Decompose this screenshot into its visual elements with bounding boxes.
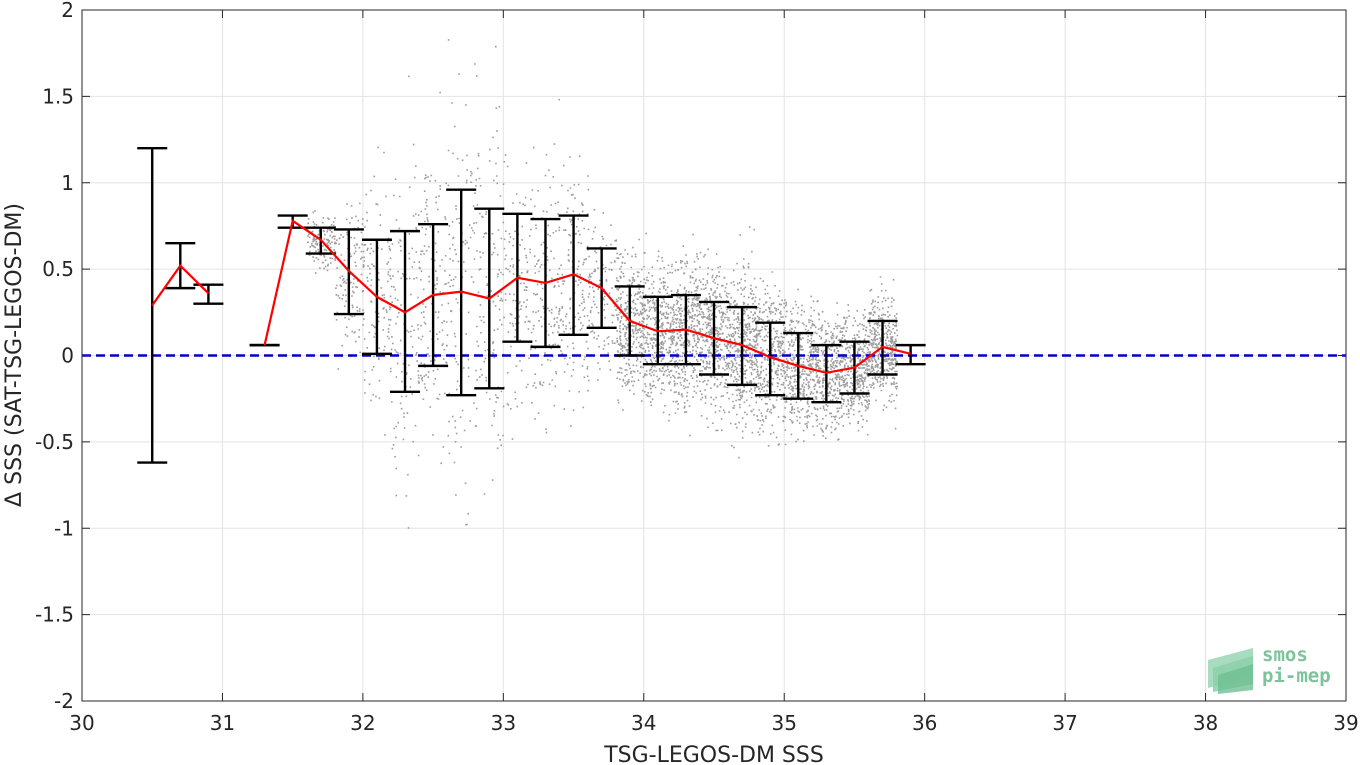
x-tick-label: 32 xyxy=(350,711,375,735)
logo-text-smos: smos xyxy=(1262,644,1308,666)
y-axis-title: Δ SSS (SAT-TSG-LEGOS-DM) xyxy=(2,203,27,507)
x-axis-title: TSG-LEGOS-DM SSS xyxy=(603,743,824,765)
x-tick-label: 38 xyxy=(1193,711,1218,735)
x-tick-label: 31 xyxy=(210,711,235,735)
y-tick-labels: -2 -1.5 -1 -0.5 0 0.5 1 1.5 2 xyxy=(35,0,74,713)
x-tick-label: 34 xyxy=(631,711,656,735)
y-tick-label: -1.5 xyxy=(35,603,74,627)
y-tick-label: -0.5 xyxy=(35,430,74,454)
y-tick-label: 2 xyxy=(61,0,74,22)
y-tick-label: 1 xyxy=(61,171,74,195)
x-tick-label: 30 xyxy=(69,711,94,735)
logo-waves-icon xyxy=(1208,648,1253,694)
y-tick-label: 1.5 xyxy=(42,84,74,108)
y-tick-label: 0.5 xyxy=(42,257,74,281)
y-tick-label: 0 xyxy=(61,344,74,368)
x-tick-label: 39 xyxy=(1333,711,1358,735)
mean-line xyxy=(151,264,210,307)
errorbars xyxy=(137,146,926,464)
x-tick-label: 36 xyxy=(912,711,937,735)
smos-pimep-logo: smos pi-mep xyxy=(1208,644,1331,694)
errorbar xyxy=(755,321,786,397)
mean-line-segment xyxy=(263,218,911,374)
ticks xyxy=(81,9,1347,702)
y-tick-label: -1 xyxy=(54,516,74,540)
y-tick-label: -2 xyxy=(54,689,74,713)
errorbar xyxy=(895,343,926,366)
x-tick-label: 35 xyxy=(771,711,796,735)
x-tick-label: 33 xyxy=(491,711,516,735)
logo-text-pimep: pi-mep xyxy=(1262,665,1331,687)
x-tick-label: 37 xyxy=(1052,711,1077,735)
x-tick-labels: 30 31 32 33 34 35 36 37 38 39 xyxy=(69,711,1358,735)
